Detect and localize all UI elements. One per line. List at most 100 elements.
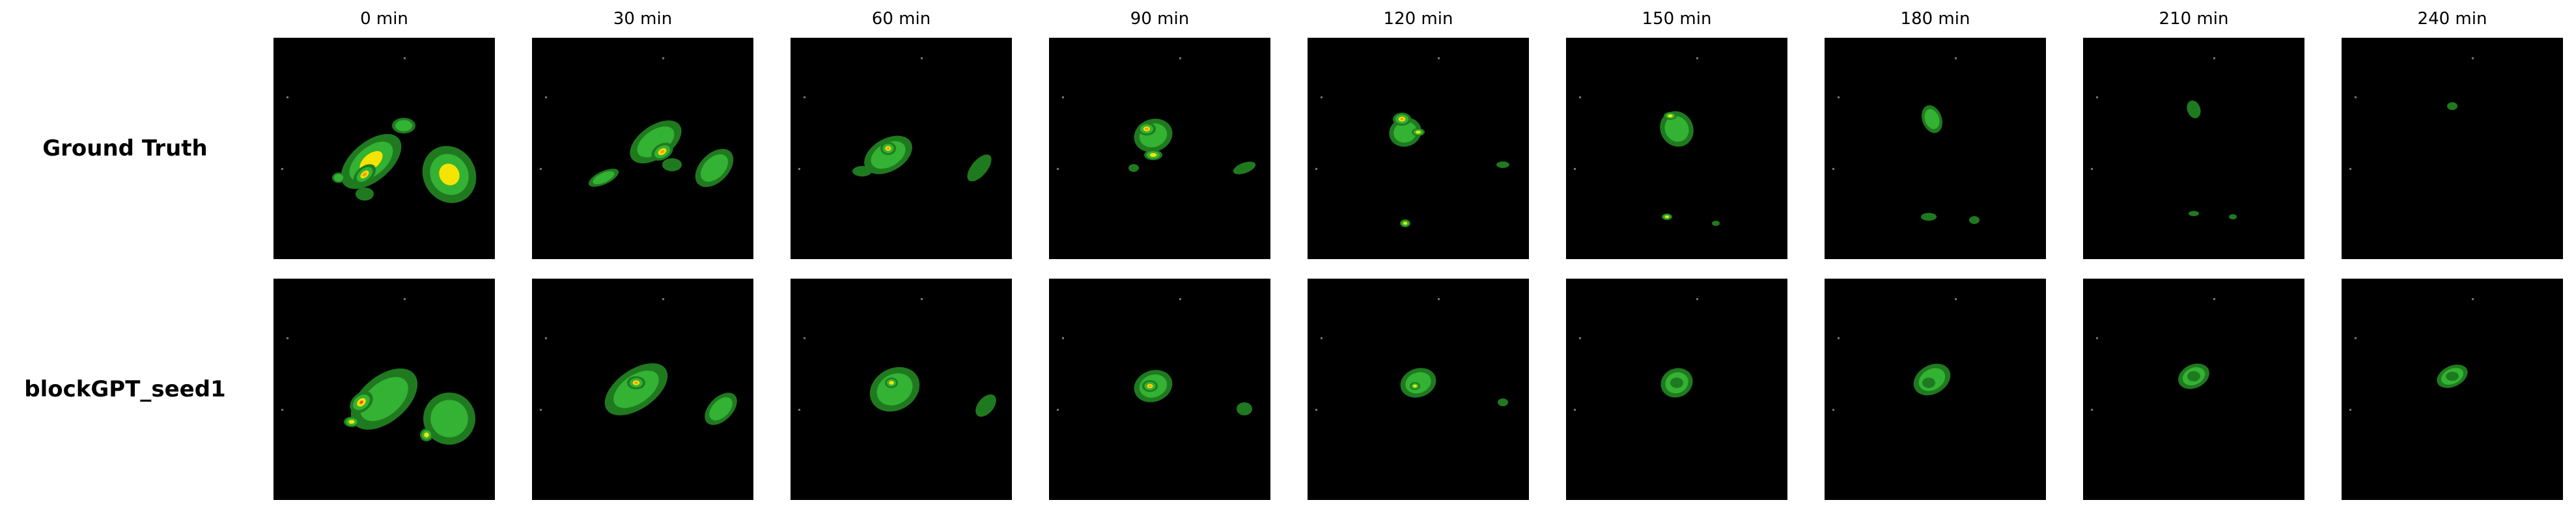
- noise-speck: [545, 337, 547, 339]
- radar-image: [2342, 38, 2563, 259]
- radar-image: [1825, 279, 2046, 500]
- radar-image: [1825, 38, 2046, 259]
- radar-image: [791, 38, 1012, 259]
- precip-cell-low: [1712, 221, 1720, 226]
- precip-cell-high: [439, 163, 460, 186]
- radar-panel: [1566, 38, 1787, 259]
- radar-background: [1308, 38, 1529, 259]
- precip-cell-low: [356, 187, 374, 201]
- noise-speck: [1062, 337, 1064, 339]
- precip-cell-medium: [360, 377, 408, 421]
- precip-cell-low: [967, 154, 992, 182]
- noise-speck: [2213, 298, 2215, 300]
- noise-speck: [545, 96, 547, 98]
- column-title: 60 min: [871, 9, 931, 29]
- noise-speck: [287, 96, 288, 98]
- radar-panel: [791, 38, 1012, 259]
- precip-cell-medium: [593, 171, 615, 185]
- noise-speck: [404, 298, 406, 300]
- radar-panel: [1049, 38, 1270, 259]
- noise-speck: [1315, 409, 1317, 411]
- precip-cell-high: [1668, 114, 1673, 118]
- noise-speck: [2472, 298, 2474, 300]
- radar-image: [532, 279, 753, 500]
- precip-cell-high: [1416, 130, 1421, 134]
- precip-cell-low: [1670, 378, 1683, 388]
- radar-panel: [1825, 38, 2046, 259]
- precip-cell-extreme: [1145, 128, 1149, 130]
- noise-speck: [1315, 168, 1317, 170]
- noise-speck: [2096, 96, 2098, 98]
- noise-speck: [2355, 96, 2357, 98]
- precip-cell-low: [1498, 398, 1508, 406]
- radar-image: [2083, 279, 2304, 500]
- precip-cell-low: [1233, 161, 1256, 174]
- radar-background: [1566, 38, 1787, 259]
- radar-image: [273, 38, 495, 259]
- precip-cell-medium: [700, 154, 729, 182]
- precip-cell-low: [2229, 214, 2237, 219]
- radar-panel: [273, 279, 495, 500]
- noise-speck: [1579, 96, 1581, 98]
- precip-cell-extreme: [1148, 385, 1152, 387]
- noise-speck: [404, 57, 406, 59]
- noise-speck: [1955, 57, 1957, 59]
- radar-background: [2342, 279, 2563, 500]
- column-title: 0 min: [360, 9, 408, 29]
- radar-image: [1049, 38, 1270, 259]
- noise-speck: [1062, 96, 1064, 98]
- precip-cell-high: [1412, 384, 1418, 388]
- radar-image: [791, 279, 1012, 500]
- precip-cell-low: [2187, 100, 2201, 118]
- noise-speck: [1832, 409, 1834, 411]
- noise-speck: [2213, 57, 2215, 59]
- precip-cell-low: [1969, 216, 1980, 224]
- radar-panel: [1308, 38, 1529, 259]
- precip-cell-high: [1664, 215, 1670, 218]
- column-title: 120 min: [1383, 9, 1453, 29]
- noise-speck: [287, 337, 288, 339]
- precip-cell-high: [348, 419, 355, 424]
- noise-speck: [1438, 298, 1440, 300]
- noise-speck: [798, 168, 800, 170]
- precip-cell-medium: [637, 126, 675, 158]
- precip-cell-high: [1403, 221, 1408, 225]
- noise-speck: [2355, 337, 2357, 339]
- precip-cell-medium: [395, 120, 412, 132]
- precip-cell-low: [662, 158, 682, 171]
- precip-cell-low: [1922, 378, 1935, 388]
- noise-speck: [1057, 168, 1059, 170]
- radar-background: [1825, 38, 2046, 259]
- noise-speck: [2091, 409, 2093, 411]
- precip-cell-extreme: [886, 147, 890, 150]
- radar-image: [1049, 279, 1270, 500]
- precip-cell-high: [1149, 152, 1157, 158]
- precip-cell-high: [889, 380, 894, 385]
- column-title: 30 min: [613, 9, 673, 29]
- precip-cell-extreme: [660, 150, 665, 154]
- radar-panel: [2083, 279, 2304, 500]
- radar-image: [1308, 38, 1529, 259]
- noise-speck: [540, 409, 542, 411]
- precip-cell-low: [1237, 402, 1252, 415]
- noise-speck: [1955, 298, 1957, 300]
- radar-image: [1308, 279, 1529, 500]
- noise-speck: [281, 168, 283, 170]
- precip-cell-medium: [1664, 116, 1689, 142]
- radar-background: [2083, 38, 2304, 259]
- radar-image: [2342, 279, 2563, 500]
- noise-speck: [1179, 57, 1181, 59]
- precip-cell-high: [424, 432, 429, 437]
- radar-panel: [1049, 279, 1270, 500]
- precip-cell-medium: [1393, 121, 1417, 143]
- noise-speck: [1579, 337, 1581, 339]
- column-title: 180 min: [1900, 9, 1970, 29]
- radar-panel: [1825, 279, 2046, 500]
- precip-cell-extreme: [362, 172, 367, 177]
- radar-panel: [1566, 279, 1787, 500]
- noise-speck: [2349, 409, 2351, 411]
- noise-speck: [540, 168, 542, 170]
- noise-speck: [2349, 168, 2351, 170]
- radar-panel: [1308, 279, 1529, 500]
- precip-cell-low: [1921, 213, 1937, 221]
